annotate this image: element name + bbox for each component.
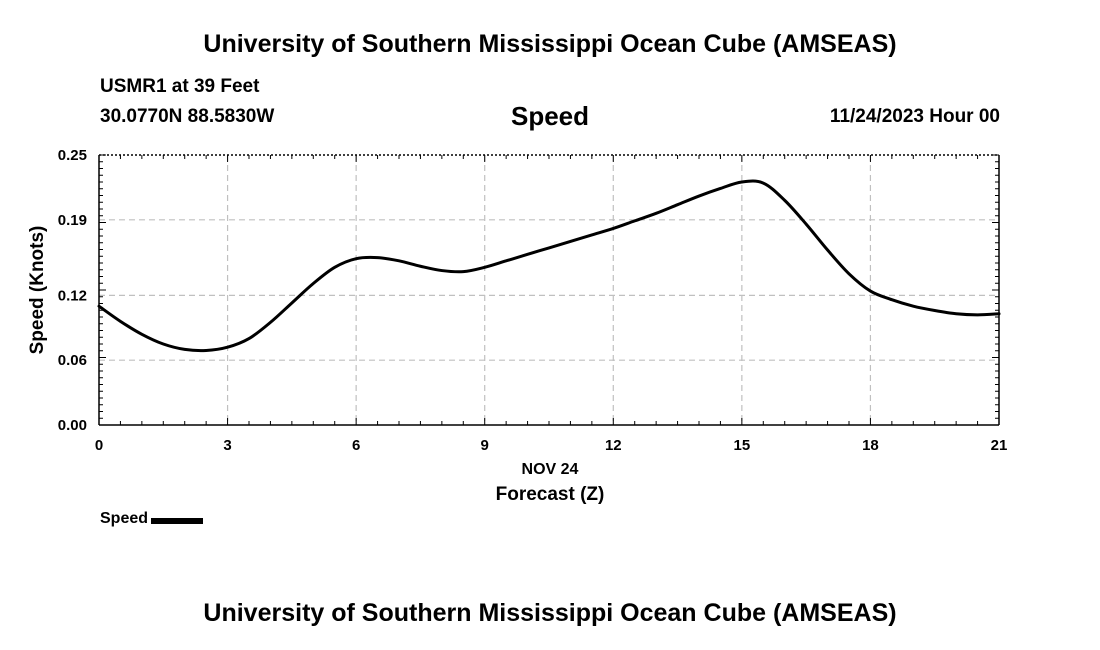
chart-title: University of Southern Mississippi Ocean… xyxy=(203,30,897,58)
legend-swatch xyxy=(151,517,204,524)
axes xyxy=(98,154,1000,426)
station-label: USMR1 at 39 Feet xyxy=(100,76,260,97)
x-axis-label: Forecast (Z) xyxy=(496,484,605,505)
y-tick-label: 0.12 xyxy=(58,287,87,304)
grid xyxy=(99,155,999,425)
x-axis-date-label: NOV 24 xyxy=(522,461,579,478)
y-tick-label: 0.06 xyxy=(58,352,87,369)
forecast-datetime: 11/24/2023 Hour 00 xyxy=(829,106,1000,127)
legend-label: Speed xyxy=(100,510,149,527)
footer-title: University of Southern Mississippi Ocean… xyxy=(203,599,897,627)
series-line-speed xyxy=(97,179,1001,353)
x-tick-label: 21 xyxy=(991,437,1008,454)
x-tick-label: 6 xyxy=(352,437,360,454)
legend: Speed xyxy=(100,510,204,528)
x-tick-label: 18 xyxy=(862,437,879,454)
x-tick-label: 12 xyxy=(605,437,622,454)
y-tick-label: 0.00 xyxy=(58,417,87,434)
x-tick-label: 15 xyxy=(734,437,751,454)
station-coordinates: 30.0770N 88.5830W xyxy=(100,106,275,127)
y-tick-label: 0.25 xyxy=(58,147,87,164)
x-tick-label: 3 xyxy=(223,437,231,454)
series-layer xyxy=(97,179,1001,353)
variable-title: Speed xyxy=(510,101,590,131)
y-axis-label: Speed (Knots) xyxy=(27,226,48,355)
x-tick-label: 9 xyxy=(481,437,489,454)
axis-labels: 0 3 6 9 12 15 18 21 0.00 0.06 0.12 0.19 0.25 NOV 24 Fo… xyxy=(27,147,1007,505)
x-tick-label: 0 xyxy=(95,437,103,454)
y-tick-label: 0.19 xyxy=(58,212,87,229)
